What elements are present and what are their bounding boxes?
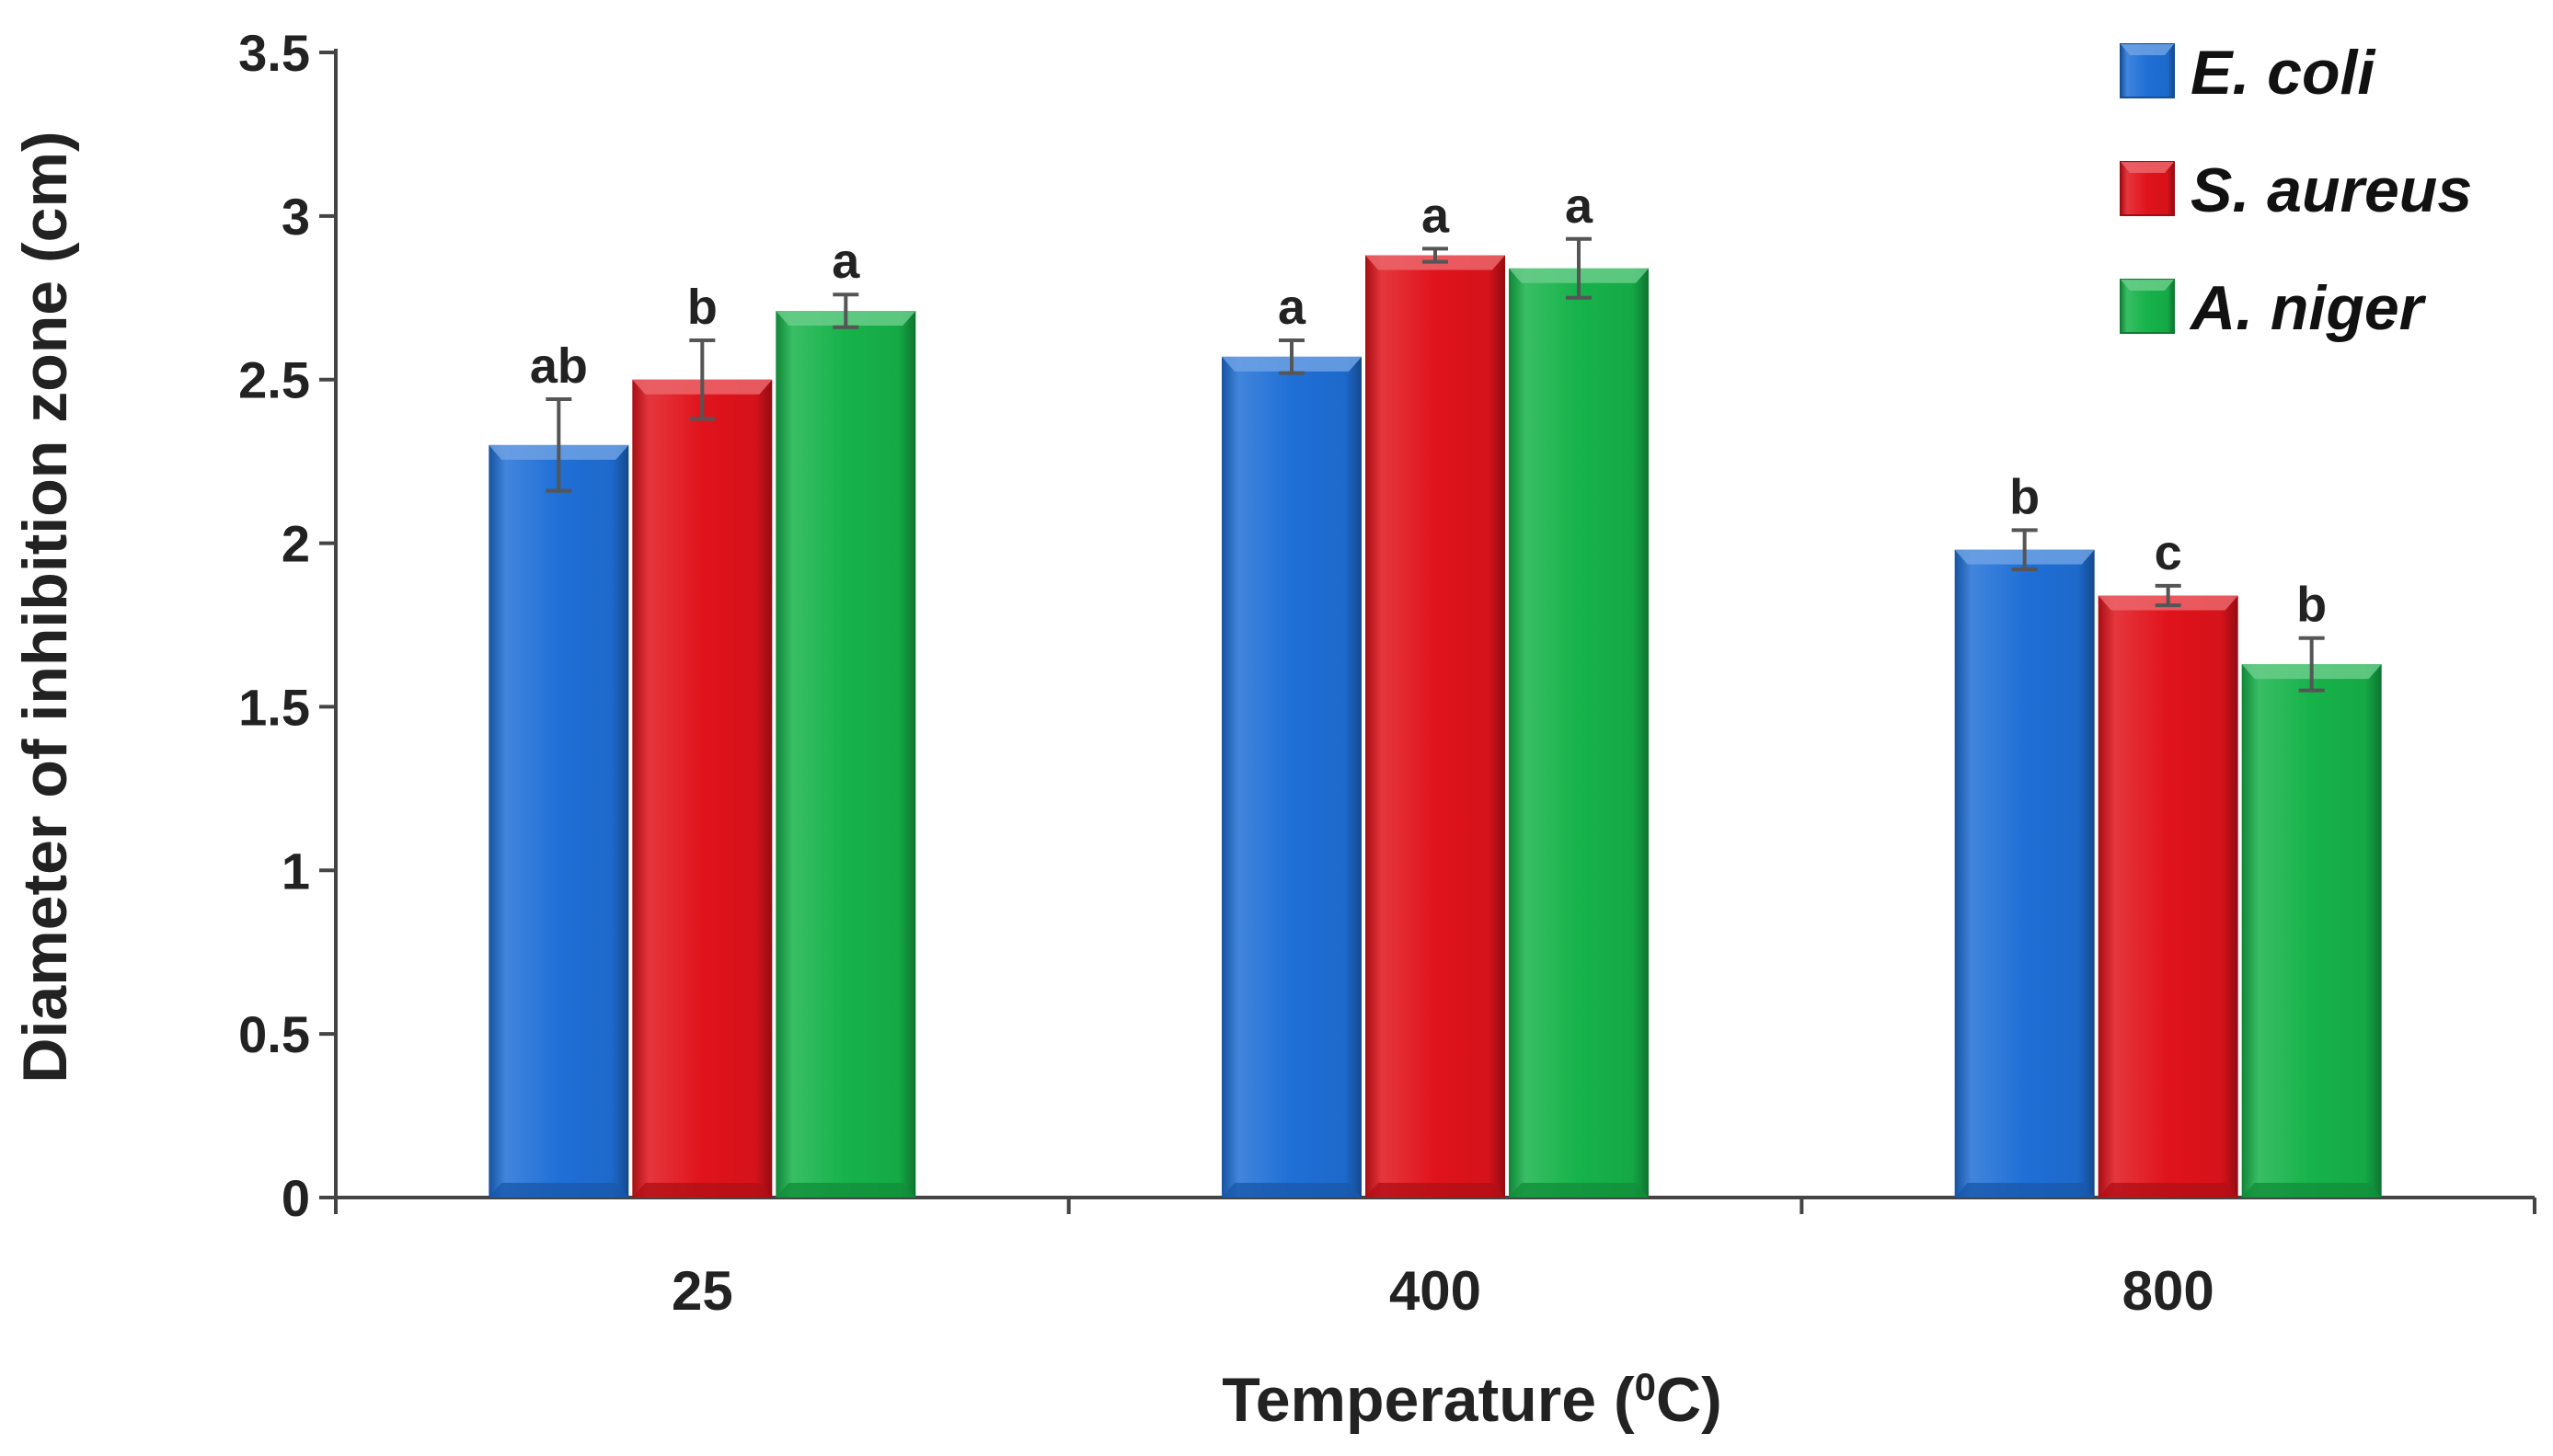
legend-swatch-bevel xyxy=(2121,280,2174,291)
x-tick-label: 25 xyxy=(672,1260,733,1322)
plot-area: 0 0.5 1 1.5 2 2.5 3 3.5 25 ab b a 400 a a a 800 b c b xyxy=(238,24,2536,1322)
legend-label: S. aureus xyxy=(2191,155,2472,225)
bar xyxy=(489,444,629,1198)
bar xyxy=(1954,549,2095,1198)
x-axis-label-superscript: 0 xyxy=(1635,1365,1656,1408)
bar xyxy=(2241,664,2382,1198)
y-tick-label: 3.5 xyxy=(238,24,310,82)
bar-bottom-bevel xyxy=(489,1183,629,1198)
bar xyxy=(776,311,916,1198)
bar xyxy=(1222,356,1362,1198)
significance-label: b xyxy=(687,280,718,335)
legend-label: A. niger xyxy=(2189,273,2427,343)
y-tick-label: 0.5 xyxy=(238,1005,310,1063)
x-tick-label: 400 xyxy=(1389,1260,1481,1322)
significance-label: a xyxy=(832,234,860,289)
y-tick-label: 2.5 xyxy=(238,351,310,409)
legend: E. coli S. aureus A. niger xyxy=(2120,38,2472,343)
bar-bottom-bevel xyxy=(2241,1183,2382,1198)
significance-label: b xyxy=(2009,469,2040,524)
bar-bottom-bevel xyxy=(2098,1183,2238,1198)
bar xyxy=(632,379,773,1198)
legend-label: E. coli xyxy=(2191,38,2376,108)
x-axis-label-unit: C) xyxy=(1656,1365,1722,1435)
legend-swatch-bevel xyxy=(2121,162,2174,173)
bar xyxy=(1365,255,1505,1198)
bar-bottom-bevel xyxy=(1509,1183,1649,1198)
bar-bottom-bevel xyxy=(776,1183,916,1198)
y-tick-label: 1 xyxy=(282,842,310,900)
y-axis-label: Diameter of inhibition zone (cm) xyxy=(10,131,80,1083)
bar xyxy=(2098,595,2238,1198)
y-tick-label: 0 xyxy=(282,1169,310,1227)
bar-bottom-bevel xyxy=(632,1183,773,1198)
significance-label: a xyxy=(1565,178,1593,234)
x-axis-label-text: Temperature ( xyxy=(1222,1365,1635,1435)
significance-label: c xyxy=(2155,525,2182,580)
legend-swatch-bevel xyxy=(2121,44,2174,55)
bar-bottom-bevel xyxy=(1954,1183,2095,1198)
significance-label: a xyxy=(1421,188,1450,243)
bar-bottom-bevel xyxy=(1222,1183,1362,1198)
y-tick-label: 2 xyxy=(282,515,310,573)
y-tick-label: 3 xyxy=(282,188,310,246)
significance-label: b xyxy=(2296,578,2327,633)
significance-label: a xyxy=(1278,280,1306,335)
y-tick-label: 1.5 xyxy=(238,678,310,736)
bar xyxy=(1509,268,1649,1198)
bar-bottom-bevel xyxy=(1365,1183,1505,1198)
x-tick-label: 800 xyxy=(2122,1260,2214,1322)
x-axis-label: Temperature (0C) xyxy=(1222,1365,1722,1436)
significance-label: ab xyxy=(530,338,588,394)
